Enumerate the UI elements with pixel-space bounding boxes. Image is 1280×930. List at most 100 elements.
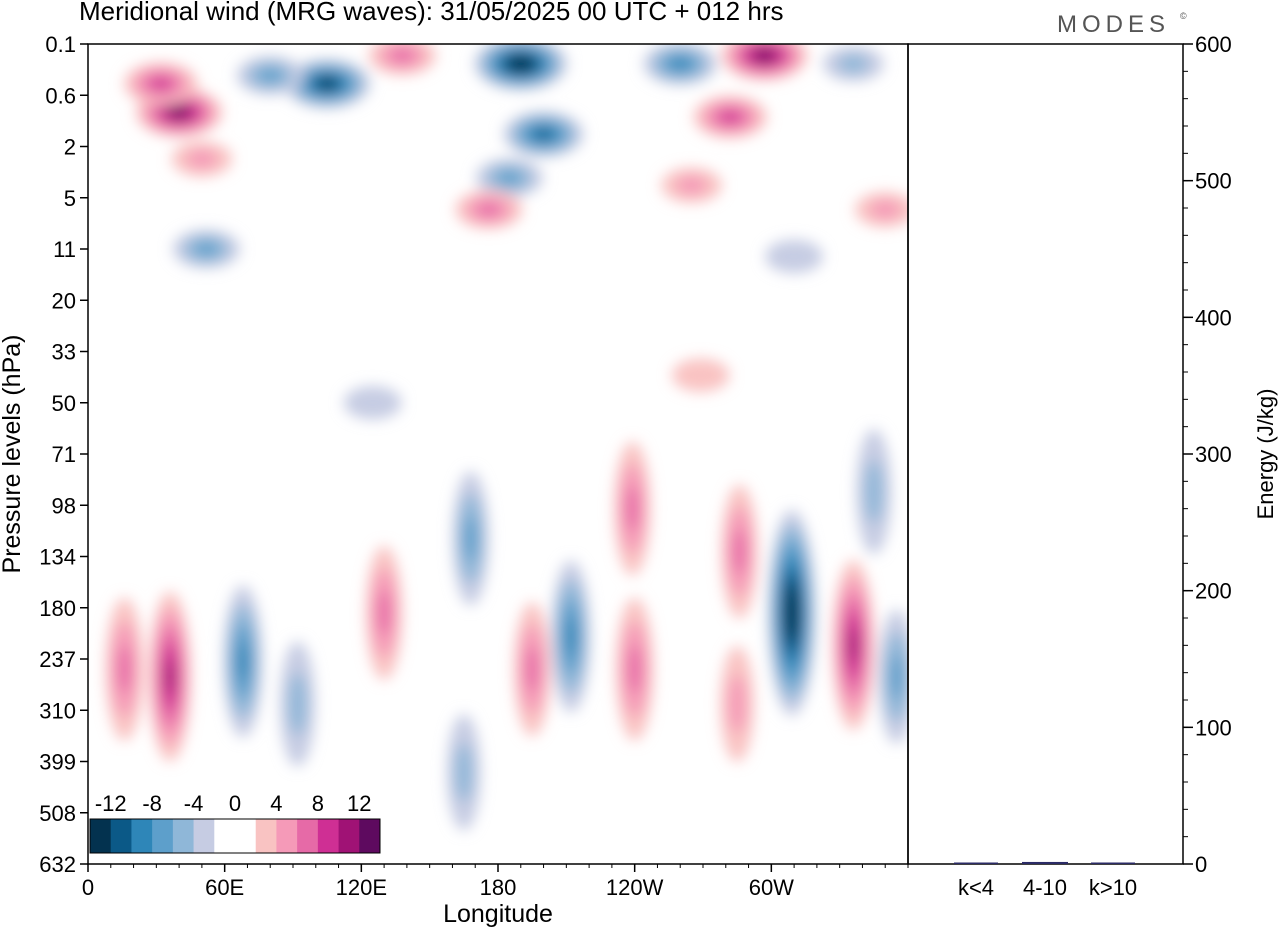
wind-anomaly-negative-36 xyxy=(856,429,892,555)
wind-anomaly-positive-1 xyxy=(124,62,198,105)
colorbar-tick-label: -12 xyxy=(95,791,127,816)
wind-contour-band xyxy=(498,171,521,185)
y-tick-label: 98 xyxy=(52,493,76,518)
energy-bar xyxy=(1022,861,1068,864)
y-axis-title: Pressure levels (hPa) xyxy=(0,335,26,574)
energy-tick-label: 100 xyxy=(1195,715,1232,740)
heatmap-blobs xyxy=(105,44,908,831)
wind-anomaly-positive-13 xyxy=(661,167,723,203)
y-tick-label: 11 xyxy=(53,237,76,262)
colorbar-tick-label: -8 xyxy=(142,791,162,816)
wind-anomaly-negative-10 xyxy=(643,44,718,86)
energy-tick-label: 400 xyxy=(1195,305,1232,330)
wind-anomaly-negative-33 xyxy=(768,509,816,716)
wind-contour-band xyxy=(671,358,730,392)
colorbar-tick-label: -4 xyxy=(184,791,204,816)
wind-anomaly-negative-6 xyxy=(474,44,568,91)
wind-anomaly-negative-7 xyxy=(503,111,584,158)
y-tick-label: 237 xyxy=(39,647,76,672)
energy-tick-label: 600 xyxy=(1195,32,1232,57)
x-tick-label: 60E xyxy=(205,875,244,900)
wind-contour-band xyxy=(865,460,883,523)
wind-contour-band xyxy=(319,79,335,88)
energy-bar xyxy=(954,862,998,864)
wind-anomaly-positive-34 xyxy=(832,560,875,731)
wind-contour-band xyxy=(464,516,477,561)
wind-contour-band xyxy=(728,674,746,733)
colorbar-swatch xyxy=(90,819,112,853)
wind-anomaly-negative-28 xyxy=(551,560,591,713)
wind-anomaly-positive-20 xyxy=(149,591,191,762)
colorbar-swatch xyxy=(235,819,257,853)
y-tick-label: 399 xyxy=(39,750,76,775)
y-tick-label: 5 xyxy=(64,186,76,211)
wind-contour-band xyxy=(535,129,552,139)
y-tick-label: 632 xyxy=(39,852,76,877)
wind-contour-band xyxy=(118,645,131,694)
wind-contour-band xyxy=(733,529,746,574)
y-tick-label: 310 xyxy=(39,698,76,723)
colorbar-swatch xyxy=(172,819,194,853)
wind-anomaly-positive-18 xyxy=(671,358,730,392)
wind-contour-band xyxy=(391,49,414,63)
x-tick-label: 60W xyxy=(749,875,794,900)
colorbar-tick-labels: -12 -8 -4 0 4 8 12 xyxy=(95,791,372,816)
colorbar-swatch xyxy=(131,819,153,853)
modes-logo-mark: © xyxy=(1180,11,1187,21)
wind-contour-band xyxy=(186,150,218,168)
y-tick-label: 2 xyxy=(64,135,76,160)
x-axis-title: Longitude xyxy=(443,900,553,928)
wind-anomaly-negative-23 xyxy=(280,641,316,767)
colorbar-swatch xyxy=(359,819,381,853)
wind-anomaly-positive-15 xyxy=(854,192,908,228)
wind-contour-band xyxy=(288,672,307,736)
y-tick-label: 50 xyxy=(52,391,76,416)
wind-contour-band xyxy=(671,58,690,70)
wind-contour-band xyxy=(165,659,175,694)
wind-anomaly-negative-35 xyxy=(878,609,908,744)
wind-contour-band xyxy=(195,242,218,256)
wind-contour-band xyxy=(787,598,796,628)
wind-contour-band xyxy=(838,55,869,73)
y-tick-label: 0.6 xyxy=(45,83,76,108)
wind-anomaly-negative-17 xyxy=(765,239,823,274)
energy-category-label: k<4 xyxy=(958,875,994,900)
energy-bar xyxy=(1091,862,1135,864)
wind-anomaly-positive-5 xyxy=(368,44,436,75)
wind-contour-band xyxy=(378,590,391,636)
colorbar-swatch xyxy=(255,819,277,853)
wind-anomaly-positive-31 xyxy=(721,484,758,619)
wind-contour-band xyxy=(870,200,901,219)
wind-anomaly-negative-19 xyxy=(343,386,402,420)
energy-axis-title: Energy (J/kg) xyxy=(1253,389,1278,520)
wind-anomaly-positive-24 xyxy=(365,545,403,680)
wind-contour-band xyxy=(526,646,539,692)
wind-contour-band xyxy=(455,743,473,802)
wind-anomaly-positive-2 xyxy=(171,141,233,177)
wind-anomaly-negative-25 xyxy=(452,471,489,606)
wind-contour-band xyxy=(765,239,823,274)
wind-contour-band xyxy=(259,68,282,82)
wind-anomaly-positive-29 xyxy=(615,597,654,741)
colorbar-swatch xyxy=(214,819,236,853)
wind-contour-band xyxy=(565,617,576,656)
colorbar-swatch xyxy=(193,819,215,853)
wind-contour-band xyxy=(343,386,402,420)
y-tick-label: 33 xyxy=(52,340,76,365)
wind-anomaly-negative-26 xyxy=(447,714,481,831)
wind-anomaly-negative-14 xyxy=(822,46,884,82)
wind-anomaly-positive-21 xyxy=(105,597,144,741)
wind-anomaly-negative-4 xyxy=(236,56,304,95)
x-tick-label: 0 xyxy=(82,875,94,900)
y-tick-label: 20 xyxy=(52,288,76,313)
y-tick-label: 508 xyxy=(39,801,76,826)
colorbar-swatch xyxy=(110,819,132,853)
y-tick-label: 71 xyxy=(52,442,76,467)
wind-anomaly-positive-12 xyxy=(693,95,768,139)
wind-contour-band xyxy=(626,486,639,531)
axes: 0.1 0.6 2 5 11 20 33 50 71 98 134 180 237 310 399 508 63… xyxy=(39,32,1231,900)
wind-contour-band xyxy=(721,111,740,123)
colorbar-swatch xyxy=(152,819,174,853)
modes-logo: MODES xyxy=(1057,11,1170,38)
